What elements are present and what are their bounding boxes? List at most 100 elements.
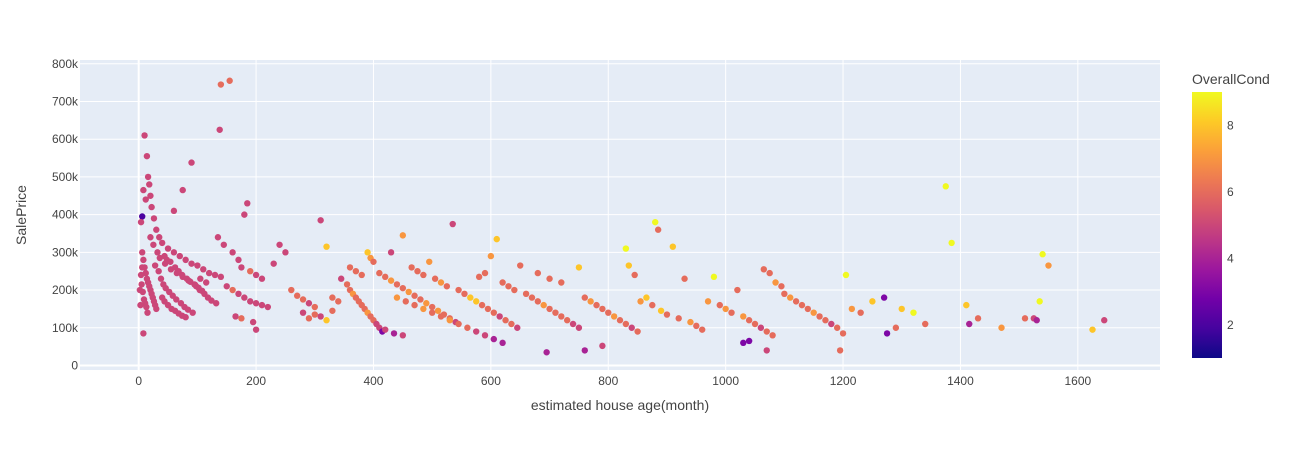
data-point [499, 279, 506, 286]
data-point [346, 264, 354, 271]
data-point [910, 309, 917, 316]
data-point [455, 286, 462, 294]
colorbar-title: OverallCond [1192, 71, 1270, 87]
data-point [147, 192, 154, 199]
data-point [252, 271, 260, 279]
data-point [693, 322, 700, 330]
data-point [323, 243, 330, 250]
data-point [880, 294, 888, 301]
data-point [514, 324, 521, 331]
data-point [393, 281, 401, 288]
data-point [217, 273, 225, 281]
data-point [484, 305, 492, 313]
data-point [136, 286, 144, 294]
data-point [382, 273, 389, 281]
grid-lines [80, 60, 1160, 370]
data-point [1101, 317, 1108, 324]
data-point [751, 320, 759, 328]
data-point [616, 317, 624, 324]
data-point [431, 275, 439, 282]
data-point [772, 279, 779, 286]
data-point [622, 320, 630, 328]
data-point [202, 279, 210, 286]
data-point [211, 271, 219, 279]
data-point [411, 292, 418, 299]
data-point [728, 309, 735, 316]
data-point [329, 307, 336, 314]
x-axis-title: estimated house age(month) [531, 397, 709, 413]
data-point [182, 256, 189, 264]
data-point [311, 303, 318, 311]
data-point [197, 275, 204, 282]
data-point [437, 313, 445, 320]
data-point [1045, 262, 1052, 269]
data-point [634, 328, 641, 335]
x-tick-label: 800 [598, 374, 618, 388]
data-point [387, 249, 395, 256]
data-point [264, 303, 272, 311]
data-point [288, 286, 295, 294]
data-point [637, 298, 644, 305]
y-tick-label: 200k [52, 283, 79, 297]
data-point [1033, 317, 1040, 324]
data-point [966, 320, 973, 328]
data-point [364, 249, 371, 256]
data-point [948, 239, 955, 247]
data-point [499, 339, 506, 347]
data-point [420, 271, 427, 279]
data-point [170, 207, 178, 215]
data-point [187, 278, 194, 285]
data-point [828, 320, 835, 328]
data-point [140, 186, 147, 194]
data-point [158, 239, 166, 247]
data-point [710, 273, 718, 281]
data-point [235, 256, 242, 264]
y-axis-ticks: 0 100k 200k 300k 400k 500k 600k 700k 800k [52, 57, 79, 373]
data-point [892, 324, 900, 331]
data-point [258, 275, 266, 282]
data-point [581, 347, 588, 354]
data-point [223, 283, 230, 290]
data-point [154, 249, 161, 256]
data-point [869, 298, 876, 305]
data-point [282, 249, 289, 256]
data-point [399, 232, 407, 239]
colorbar-ticks: 2 4 6 8 [1227, 118, 1234, 332]
data-point [293, 292, 301, 299]
data-point [461, 290, 468, 298]
data-point [299, 296, 307, 303]
data-point [137, 271, 145, 279]
data-point [657, 307, 665, 314]
data-point [150, 215, 158, 222]
colorbar-tick-label: 2 [1227, 318, 1234, 332]
x-tick-label: 0 [135, 374, 142, 388]
data-point [299, 309, 307, 316]
data-point [305, 300, 313, 307]
data-point [898, 305, 905, 313]
data-point [232, 313, 239, 320]
data-point [156, 234, 163, 241]
data-point [722, 305, 729, 313]
data-point [405, 288, 412, 296]
data-point [649, 301, 656, 309]
data-point [534, 298, 542, 305]
data-point [857, 309, 864, 316]
data-point [179, 186, 186, 194]
data-point [270, 260, 277, 267]
data-point [352, 267, 360, 275]
data-point [534, 269, 542, 277]
data-point [625, 262, 633, 269]
y-tick-label: 800k [52, 57, 79, 71]
data-point [305, 315, 313, 322]
data-point [148, 203, 155, 211]
data-point [643, 294, 650, 301]
data-point [487, 252, 495, 260]
data-point [605, 309, 612, 316]
data-point [848, 305, 856, 313]
data-point [740, 339, 747, 347]
data-point [517, 262, 524, 269]
data-point [963, 301, 970, 309]
data-point [434, 307, 442, 314]
data-point [581, 294, 588, 301]
